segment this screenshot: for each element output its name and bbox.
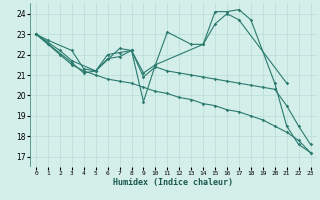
X-axis label: Humidex (Indice chaleur): Humidex (Indice chaleur) [113, 178, 233, 187]
